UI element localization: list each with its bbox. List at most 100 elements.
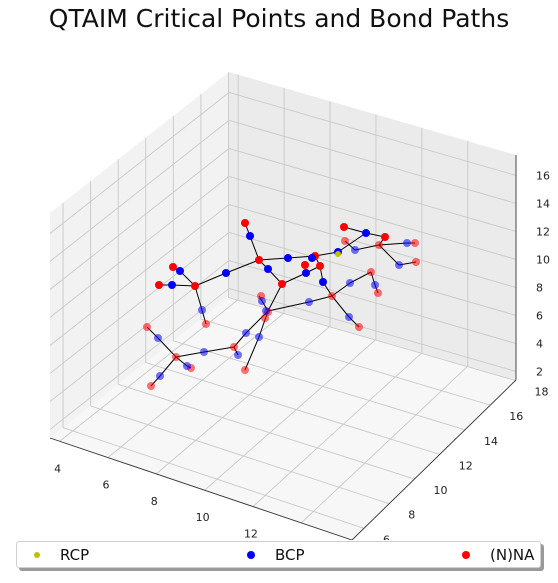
y-tick-label-3: 12	[459, 459, 473, 472]
z-tick-label-6: 14	[536, 197, 550, 210]
bond-path-15	[378, 244, 400, 266]
back-gridline-z-0	[228, 288, 517, 372]
x-tick-label-1: 6	[102, 479, 109, 492]
legend-marker-rcp	[34, 552, 40, 558]
bcp-point-8	[176, 267, 184, 275]
y-tick-label-2: 10	[433, 484, 447, 497]
x-tick-label-3: 10	[196, 511, 210, 524]
z-tick-label-2: 6	[536, 309, 543, 322]
back-gridline-z-4	[228, 175, 517, 260]
bcp-point-22	[345, 313, 353, 321]
nna-point-8	[375, 241, 383, 249]
nna-point-23	[191, 282, 199, 290]
floor-gridline-y-6	[228, 296, 516, 381]
x-tick-label-0: 4	[54, 462, 61, 475]
y-tick-label-1: 8	[408, 509, 415, 522]
z-tick-label-1: 4	[536, 338, 543, 351]
bond-path-2	[225, 259, 260, 274]
z-tick-label-4: 10	[536, 253, 550, 266]
nna-point-7	[381, 233, 389, 241]
legend-label-rcp: RCP	[60, 546, 90, 564]
nna-point-4	[301, 261, 309, 269]
bcp-point-27	[302, 269, 310, 277]
bond-path-39	[175, 351, 205, 358]
floor-gridline-x-2	[156, 325, 331, 475]
back-gridline-z-6	[228, 119, 517, 204]
bcp-point-5	[362, 229, 370, 237]
floor-gridline-x-1	[107, 312, 285, 458]
x-axis-line	[49, 437, 353, 540]
left-gridline-z-4	[49, 176, 230, 318]
legend-item-nna: (N)NA	[462, 546, 534, 564]
nna-point-14	[355, 323, 363, 331]
bcp-point-20	[346, 279, 354, 287]
nna-point-24	[202, 320, 210, 328]
bond-path-44	[157, 337, 177, 358]
bond-path-3	[194, 272, 227, 287]
floor-gridline-y-4	[173, 340, 466, 431]
floor-gridline-y-0	[62, 427, 365, 529]
bcp-point-3	[308, 254, 316, 262]
floor-gridline-x-3	[204, 339, 377, 491]
bcp-point-2	[284, 254, 292, 262]
bond-path-21	[281, 272, 307, 285]
bond-path-7	[337, 232, 367, 253]
left-gridline-z-6	[49, 120, 230, 262]
floor-gridline-y-2	[118, 383, 415, 480]
bcp-point-11	[242, 329, 250, 337]
floor-gridline-x-4	[252, 352, 423, 507]
nna-point-9	[411, 239, 419, 247]
bcp-point-7	[264, 265, 272, 273]
nna-point-5	[316, 262, 324, 270]
left-gridline-z-2	[49, 232, 230, 374]
bond-path-22	[267, 283, 283, 312]
back-gridline-z-1	[228, 260, 517, 344]
nna-point-0	[241, 219, 249, 227]
legend-label-nna: (N)NA	[490, 546, 535, 564]
bcp-point-6	[351, 246, 359, 254]
bond-path-13	[378, 242, 408, 246]
nna-point-26	[172, 353, 180, 361]
bcp-point-10	[198, 306, 206, 314]
floor-gridline-x-5	[300, 365, 469, 524]
bcp-point-17	[156, 372, 164, 380]
y-tick-label-4: 14	[484, 435, 498, 448]
x-tick-label-4: 12	[244, 528, 258, 540]
z-tick-label-7: 16	[536, 169, 550, 182]
nna-point-1	[255, 256, 263, 264]
nna-point-2	[278, 280, 286, 288]
bond-path-4	[258, 257, 289, 261]
bcp-point-26	[262, 307, 270, 315]
bcp-point-25	[258, 297, 266, 305]
bcp-point-14	[200, 348, 208, 356]
bcp-point-1	[222, 269, 230, 277]
nna-point-25	[143, 323, 151, 331]
bcp-point-24	[403, 239, 411, 247]
bcp-point-18	[319, 278, 327, 286]
bcp-point-9	[168, 281, 176, 289]
nna-point-18	[261, 314, 269, 322]
nna-point-22	[155, 281, 163, 289]
nna-point-11	[367, 268, 375, 276]
bcp-point-23	[395, 261, 403, 269]
left-pane	[50, 72, 229, 438]
nna-point-28	[147, 382, 155, 390]
back-gridline-z-7	[228, 92, 517, 176]
left-gridline-z-5	[49, 148, 230, 290]
back-pane	[229, 72, 516, 380]
bcp-point-19	[305, 298, 313, 306]
bond-path-30	[267, 301, 310, 312]
bcp-point-16	[154, 334, 162, 342]
bond-path-46	[194, 285, 203, 311]
floor-gridline-y-1	[90, 405, 390, 505]
bond-path-42	[159, 356, 177, 377]
y-axis-line	[351, 379, 517, 540]
nna-point-6	[340, 223, 348, 231]
left-gridline-z-3	[49, 204, 230, 346]
nna-point-12	[328, 292, 336, 300]
bond-path-10	[354, 244, 380, 251]
y-tick-label-0: 6	[383, 533, 390, 540]
bcp-point-15	[183, 362, 191, 370]
z-tick-label-3: 8	[536, 282, 543, 295]
legend: RCP BCP (N)NA	[16, 541, 541, 568]
